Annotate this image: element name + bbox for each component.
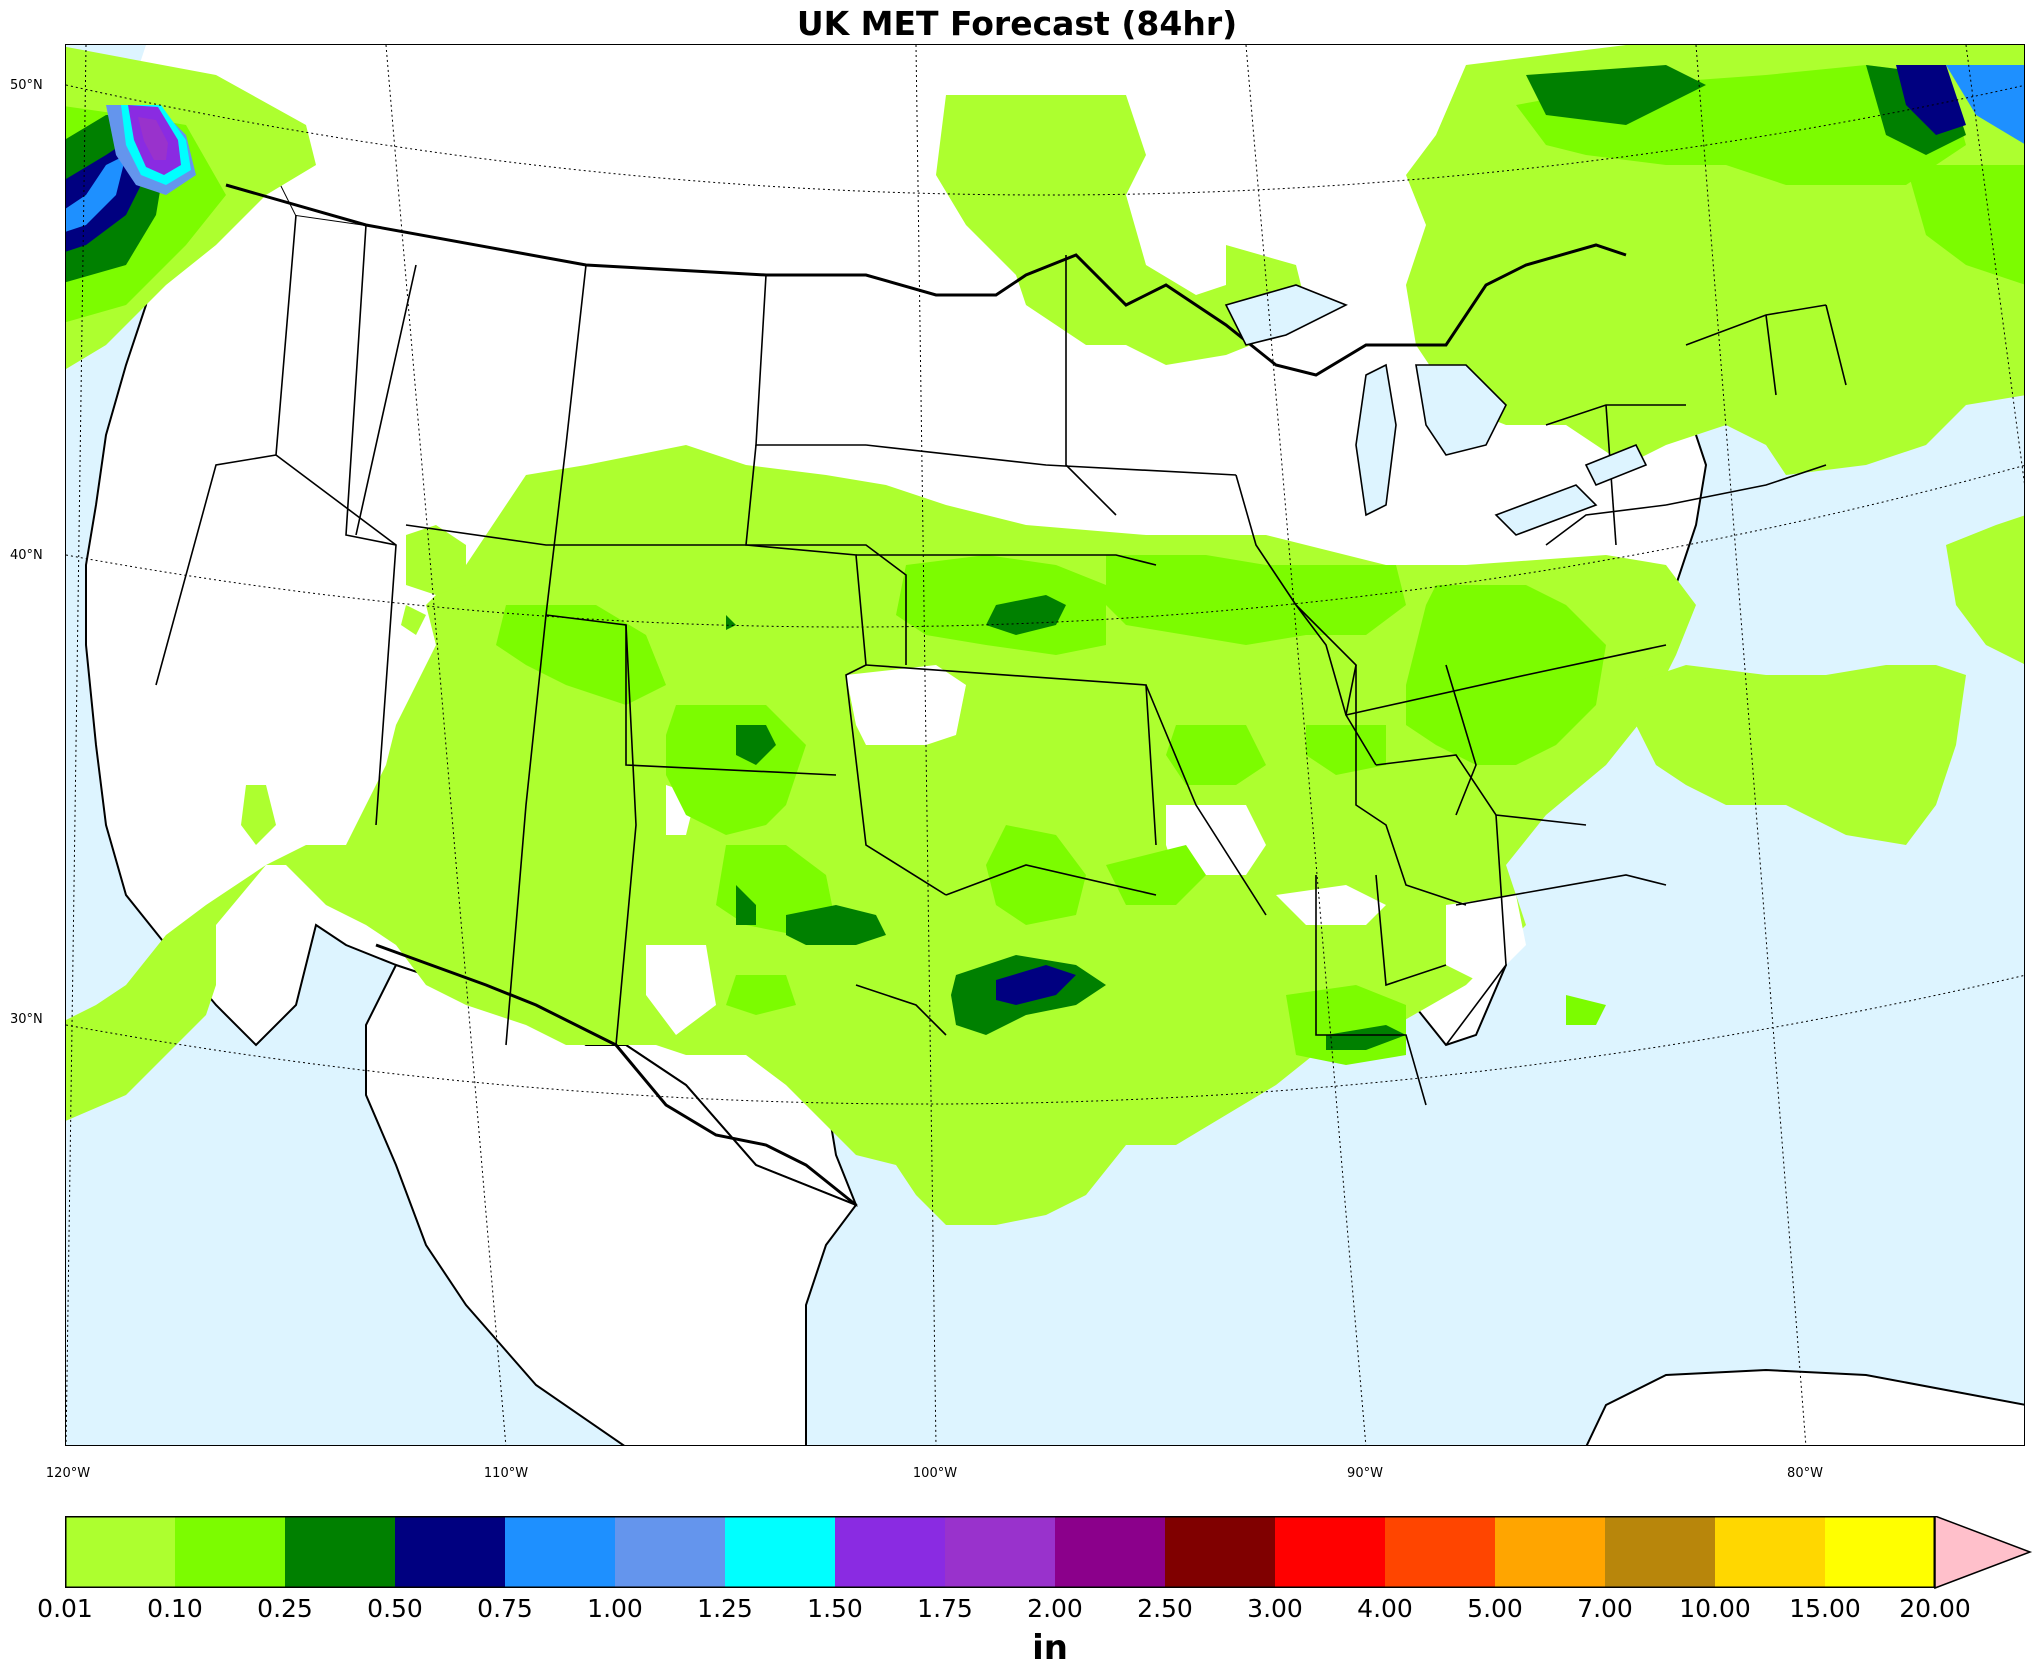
colorbar-tick-label: 2.00 bbox=[1027, 1594, 1083, 1623]
colorbar-tick-label: 4.00 bbox=[1357, 1594, 1413, 1623]
colorbar-segment bbox=[725, 1516, 835, 1588]
colorbar bbox=[65, 1516, 2033, 1590]
colorbar-tick-label: 0.25 bbox=[257, 1594, 313, 1623]
colorbar-segment bbox=[1275, 1516, 1385, 1588]
colorbar-segment bbox=[175, 1516, 285, 1588]
lon-label-120w: 120°W bbox=[45, 1466, 91, 1481]
colorbar-tick-label: 20.00 bbox=[1899, 1594, 1971, 1623]
state-borders bbox=[155, 214, 1847, 1106]
colorbar-tick-label: 0.75 bbox=[477, 1594, 533, 1623]
land-cuba bbox=[1585, 1368, 2024, 1445]
colorbar-segment bbox=[285, 1516, 395, 1588]
colorbar-unit: in bbox=[1032, 1628, 1068, 1668]
colorbar-tick-label: 0.01 bbox=[37, 1594, 93, 1623]
colorbar-segment bbox=[65, 1516, 175, 1588]
colorbar-tick-label: 15.00 bbox=[1789, 1594, 1861, 1623]
colorbar-segment bbox=[1605, 1516, 1715, 1588]
colorbar-segment bbox=[395, 1516, 505, 1588]
colorbar-tick-label: 1.25 bbox=[697, 1594, 753, 1623]
colorbar-segment bbox=[505, 1516, 615, 1588]
map-title: UK MET Forecast (84hr) bbox=[796, 4, 1238, 43]
precip-1.75 bbox=[138, 117, 168, 160]
lat-label-40n: 40°N bbox=[10, 548, 43, 563]
colorbar-tick-label: 1.50 bbox=[807, 1594, 863, 1623]
lon-label-100w: 100°W bbox=[912, 1466, 958, 1481]
colorbar-tick-label: 0.10 bbox=[147, 1594, 203, 1623]
lon-label-110w: 110°W bbox=[483, 1466, 529, 1481]
lon-label-90w: 90°W bbox=[1347, 1466, 1383, 1481]
country-borders bbox=[225, 183, 1627, 1207]
map-panel bbox=[65, 44, 2025, 1446]
colorbar-segment bbox=[1495, 1516, 1605, 1588]
colorbar-tick-label: 0.50 bbox=[367, 1594, 423, 1623]
colorbar-segment bbox=[1165, 1516, 1275, 1588]
colorbar-segment bbox=[1825, 1516, 1935, 1588]
lat-label-30n: 30°N bbox=[10, 1012, 43, 1027]
colorbar-border bbox=[65, 1516, 1935, 1588]
colorbar-tick-label: 1.00 bbox=[587, 1594, 643, 1623]
colorbar-segment bbox=[945, 1516, 1055, 1588]
colorbar-segment bbox=[615, 1516, 725, 1588]
lat-label-50n: 50°N bbox=[10, 78, 43, 93]
colorbar-tick-label: 5.00 bbox=[1467, 1594, 1523, 1623]
precip-map bbox=[66, 45, 2024, 1445]
colorbar-tick-label: 10.00 bbox=[1679, 1594, 1751, 1623]
precip-0.75 bbox=[66, 65, 2024, 232]
colorbar-extend-arrow bbox=[1934, 1516, 2033, 1590]
colorbar-tick-label: 7.00 bbox=[1577, 1594, 1633, 1623]
colorbar-tick-label: 3.00 bbox=[1247, 1594, 1303, 1623]
colorbar-tick-label: 2.50 bbox=[1137, 1594, 1193, 1623]
graticule bbox=[66, 45, 2024, 1445]
colorbar-segment bbox=[1715, 1516, 1825, 1588]
colorbar-segment bbox=[1385, 1516, 1495, 1588]
lon-label-80w: 80°W bbox=[1787, 1466, 1823, 1481]
colorbar-tick-label: 1.75 bbox=[917, 1594, 973, 1623]
colorbar-segment bbox=[835, 1516, 945, 1588]
colorbar-segment bbox=[1055, 1516, 1165, 1588]
great-lakes bbox=[1224, 284, 1648, 536]
